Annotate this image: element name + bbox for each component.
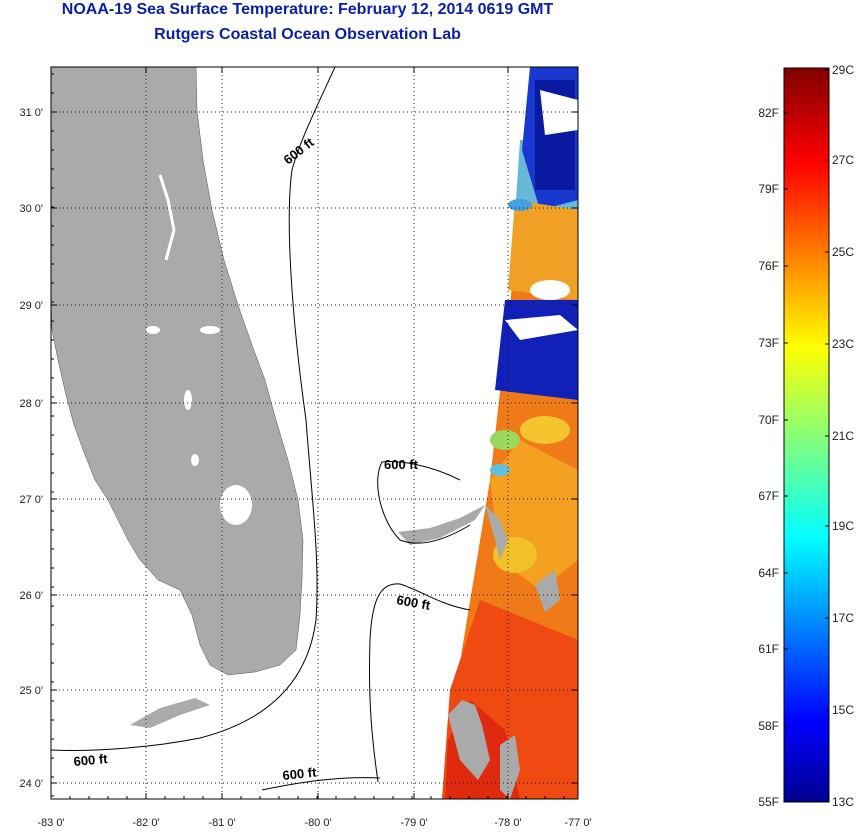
map-subtitle: Rutgers Coastal Ocean Observation Lab	[154, 26, 461, 43]
longitude-label: -81 0'	[208, 817, 235, 829]
celsius-label: 25C	[832, 245, 854, 259]
lake-marker	[200, 326, 220, 334]
longitude-label: -77 0'	[564, 817, 591, 829]
fahrenheit-label: 67F	[758, 489, 779, 503]
longitude-label: -80 0'	[304, 817, 331, 829]
fahrenheit-label: 55F	[758, 795, 779, 809]
lake-okeechobee	[220, 485, 252, 525]
celsius-label: 23C	[832, 337, 854, 351]
latitude-label: 27 0'	[19, 494, 43, 506]
fahrenheit-label: 64F	[758, 566, 779, 580]
fahrenheit-label: 82F	[758, 106, 779, 120]
eleuthera	[535, 570, 560, 612]
depth-contour-line	[261, 777, 381, 791]
colorbar-fahrenheit-scale: 82F 79F 76F 73F 70F 67F 64F 61F 58F 55F	[758, 106, 788, 809]
contour-label: 600 ft	[282, 764, 318, 783]
contour-label: 600 ft	[73, 751, 109, 769]
temperature-colorbar	[783, 67, 830, 803]
lake-marker	[191, 454, 199, 466]
celsius-label: 29C	[832, 63, 854, 77]
lake-marker	[146, 326, 160, 334]
contour-label: 600 ft	[395, 592, 432, 613]
abaco	[485, 505, 508, 560]
andros	[448, 700, 490, 780]
contour-label: 600 ft	[384, 457, 419, 472]
grand-bahama	[398, 505, 485, 545]
celsius-label: 13C	[832, 795, 854, 809]
colorbar-celsius-scale: 29C 27C 25C 23C 21C 19C 17C 15C 13C	[825, 63, 854, 809]
latitude-label: 25 0'	[19, 685, 43, 697]
longitude-axis: -83 0' -82 0' -81 0' -80 0' -79 0' -78 0' -77 …	[37, 67, 592, 829]
longitude-label: -78 0'	[494, 817, 521, 829]
latitude-label: 26 0'	[19, 590, 43, 602]
latitude-label: 31 0'	[19, 107, 43, 119]
celsius-label: 27C	[832, 153, 854, 167]
fahrenheit-label: 61F	[758, 642, 779, 656]
latitude-axis: 31 0' 30 0' 29 0' 28 0' 27 0' 26 0' 25 0' 24 0'	[19, 73, 578, 797]
fahrenheit-label: 70F	[758, 413, 779, 427]
longitude-label: -83 0'	[37, 817, 64, 829]
celsius-label: 15C	[832, 703, 854, 717]
depth-contour-line	[368, 583, 471, 783]
fahrenheit-label: 73F	[758, 336, 779, 350]
longitude-label: -82 0'	[132, 817, 159, 829]
latitude-label: 30 0'	[19, 203, 43, 215]
celsius-label: 21C	[832, 429, 854, 443]
florida-keys	[130, 698, 210, 728]
latitude-label: 28 0'	[19, 398, 43, 410]
sst-satellite-swath	[442, 67, 578, 799]
lake-marker	[184, 390, 192, 410]
latitude-label: 29 0'	[19, 300, 43, 312]
depth-contour-line	[377, 461, 471, 544]
fahrenheit-label: 76F	[758, 259, 779, 273]
st-johns-river	[158, 174, 176, 261]
celsius-label: 17C	[832, 611, 854, 625]
map-title: NOAA-19 Sea Surface Temperature: Februar…	[61, 1, 554, 18]
latitude-label: 24 0'	[19, 778, 43, 790]
fahrenheit-label: 58F	[758, 719, 779, 733]
celsius-label: 19C	[832, 519, 854, 533]
longitude-label: -79 0'	[400, 817, 427, 829]
depth-contour-line	[51, 67, 336, 751]
map-frame	[50, 66, 579, 800]
fahrenheit-label: 79F	[758, 182, 779, 196]
